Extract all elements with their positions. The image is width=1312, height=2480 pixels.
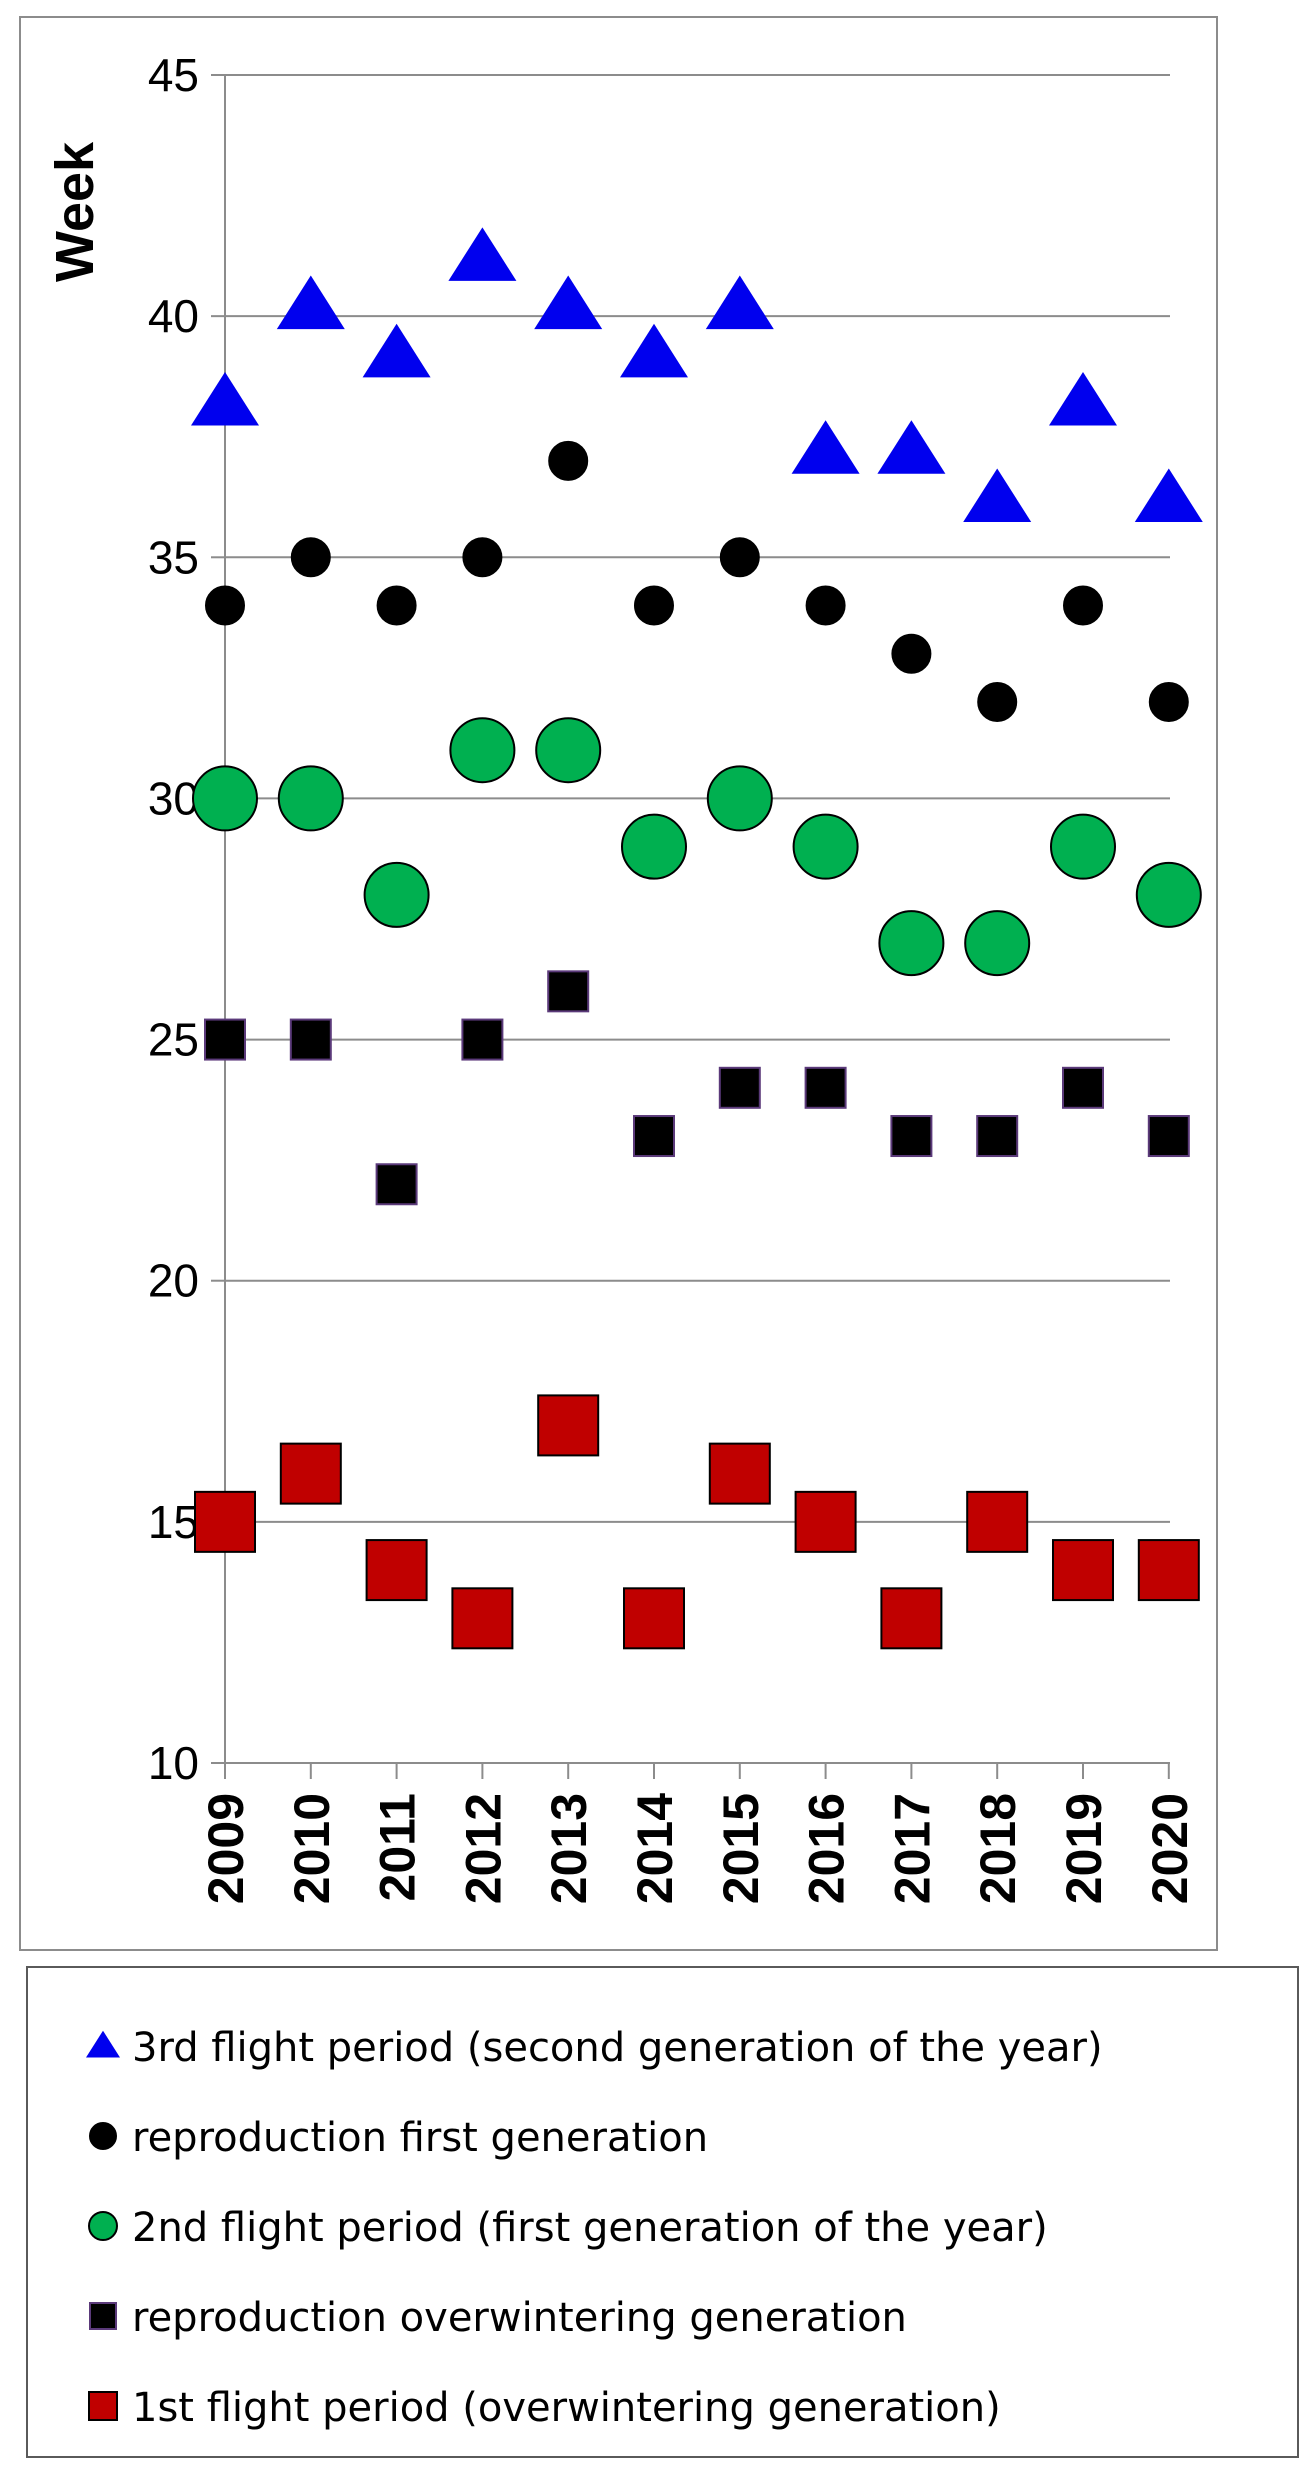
data-point (966, 1490, 1029, 1553)
data-point (708, 1442, 771, 1505)
data-point (963, 468, 1032, 523)
data-point (375, 1163, 418, 1206)
data-point (1147, 1115, 1190, 1158)
y-tick-label: 20 (148, 1255, 199, 1307)
x-tick-label: 2015 (713, 1793, 769, 1904)
chart-frame (19, 16, 1218, 1951)
data-point (705, 275, 774, 330)
data-point (276, 275, 345, 330)
data-point (621, 813, 687, 880)
data-point (719, 537, 760, 578)
data-point (449, 717, 516, 784)
x-tick-label: 2020 (1142, 1793, 1198, 1904)
data-point (877, 420, 946, 474)
data-point (1063, 585, 1103, 626)
data-point (794, 1490, 857, 1553)
y-tick-label: 10 (148, 1737, 199, 1789)
data-point (718, 1066, 761, 1109)
data-point (534, 275, 603, 330)
legend-label: reproduction first generation (132, 2115, 708, 2161)
x-tick-label: 2009 (198, 1793, 254, 1904)
data-point (289, 1018, 332, 1061)
gridlines (225, 74, 1170, 1523)
data-point (1049, 372, 1117, 426)
legend-marker (88, 2391, 118, 2421)
data-point (547, 970, 590, 1013)
legend-label: 2nd flight period (first generation of t… (132, 2205, 1048, 2251)
data-point (191, 372, 259, 426)
legend-label: 3rd flight period (second generation of … (132, 2025, 1103, 2071)
x-tick-label: 2016 (799, 1793, 855, 1904)
data-point (462, 537, 503, 578)
data-point (535, 717, 602, 784)
data-point (1050, 813, 1116, 880)
data-point (362, 323, 431, 378)
data-point (363, 861, 430, 928)
data-point (1137, 1539, 1200, 1602)
data-point (880, 1587, 943, 1650)
data-point (976, 1115, 1019, 1158)
x-tick-label: 2011 (370, 1793, 426, 1901)
data-point (1062, 1066, 1104, 1109)
data-point (1135, 861, 1202, 928)
legend: 3rd flight period (second generation of … (86, 2025, 1103, 2431)
data-point (890, 1115, 933, 1158)
legend-marker (88, 2211, 118, 2241)
y-tick-label: 15 (148, 1496, 199, 1548)
y-tick-label: 30 (148, 772, 199, 824)
y-tick-label: 40 (148, 290, 199, 342)
legend-label: 1st flight period (overwintering generat… (132, 2385, 1001, 2431)
data-point (791, 420, 860, 474)
data-marks (191, 227, 1203, 1650)
data-point (192, 765, 258, 832)
data-point (365, 1539, 428, 1602)
data-point (792, 813, 859, 880)
x-tick-label: 2013 (541, 1793, 597, 1904)
data-point (279, 1442, 342, 1505)
x-tick-label: 2012 (455, 1793, 511, 1904)
legend-marker (86, 2030, 120, 2058)
x-tick-label: 2017 (884, 1793, 940, 1904)
data-point (805, 585, 846, 626)
data-point (623, 1587, 685, 1650)
x-tick-label: 2014 (627, 1793, 683, 1904)
data-point (977, 681, 1018, 722)
data-point (548, 440, 589, 481)
data-point (891, 633, 932, 674)
y-tick-label: 25 (148, 1014, 199, 1066)
data-point (537, 1394, 600, 1457)
data-point (205, 585, 245, 626)
data-point (376, 585, 417, 626)
data-point (878, 910, 945, 977)
legend-marker (89, 2122, 117, 2150)
data-point (1134, 468, 1203, 523)
data-point (277, 765, 344, 832)
data-point (620, 323, 688, 378)
legend-label: reproduction overwintering generation (132, 2295, 907, 2341)
x-tick-label: 2018 (970, 1793, 1026, 1904)
data-point (634, 585, 674, 626)
y-tick-label: 35 (148, 531, 199, 583)
data-point (448, 227, 517, 281)
data-point (204, 1018, 246, 1061)
data-point (194, 1490, 256, 1553)
axes: 10 15 20 25 30 35 40 45 Week 2009 2010 2011 2012 2013… (45, 49, 1198, 1904)
x-tick-label: 2010 (284, 1793, 340, 1904)
data-point (633, 1115, 675, 1158)
y-axis-label: Week (45, 141, 105, 282)
data-point (290, 537, 331, 578)
data-point (1148, 681, 1189, 722)
x-tick-label: 2019 (1056, 1793, 1112, 1904)
data-point (451, 1587, 514, 1650)
data-point (461, 1018, 504, 1061)
legend-marker (89, 2302, 117, 2330)
data-point (1052, 1539, 1114, 1602)
data-point (706, 765, 773, 832)
data-point (804, 1066, 847, 1109)
y-tick-label: 45 (148, 49, 199, 101)
data-point (964, 910, 1031, 977)
legend-frame (26, 1966, 1299, 2458)
